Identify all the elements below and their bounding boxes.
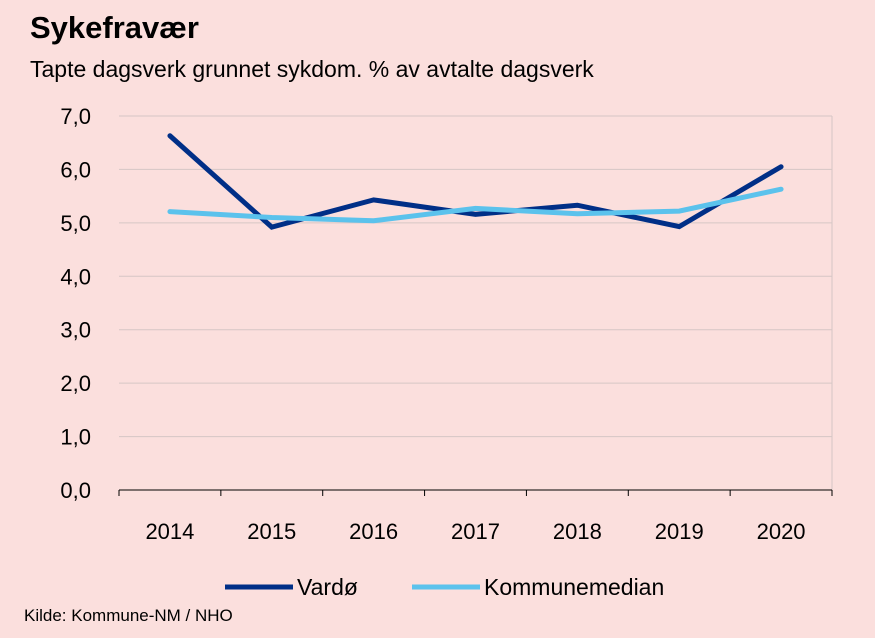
x-tick-label: 2015 xyxy=(247,519,296,544)
legend-label: Vardø xyxy=(297,574,358,600)
x-tick-label: 2017 xyxy=(451,519,500,544)
x-tick-label: 2018 xyxy=(553,519,602,544)
source-note: Kilde: Kommune-NM / NHO xyxy=(24,606,233,625)
y-tick-label: 3,0 xyxy=(60,318,91,343)
y-tick-label: 5,0 xyxy=(60,211,91,236)
chart-subtitle: Tapte dagsverk grunnet sykdom. % av avta… xyxy=(30,56,594,82)
y-tick-label: 0,0 xyxy=(60,478,91,503)
y-tick-label: 6,0 xyxy=(60,157,91,182)
y-tick-label: 1,0 xyxy=(60,425,91,450)
y-tick-label: 7,0 xyxy=(60,104,91,129)
x-tick-label: 2016 xyxy=(349,519,398,544)
y-tick-label: 2,0 xyxy=(60,371,91,396)
x-tick-label: 2020 xyxy=(757,519,806,544)
legend-label: Kommunemedian xyxy=(484,574,664,600)
x-tick-label: 2019 xyxy=(655,519,704,544)
chart-title: Sykefravær xyxy=(30,10,199,45)
series-line-vardo xyxy=(167,133,784,230)
x-tick-label: 2014 xyxy=(145,519,194,544)
y-tick-label: 4,0 xyxy=(60,264,91,289)
